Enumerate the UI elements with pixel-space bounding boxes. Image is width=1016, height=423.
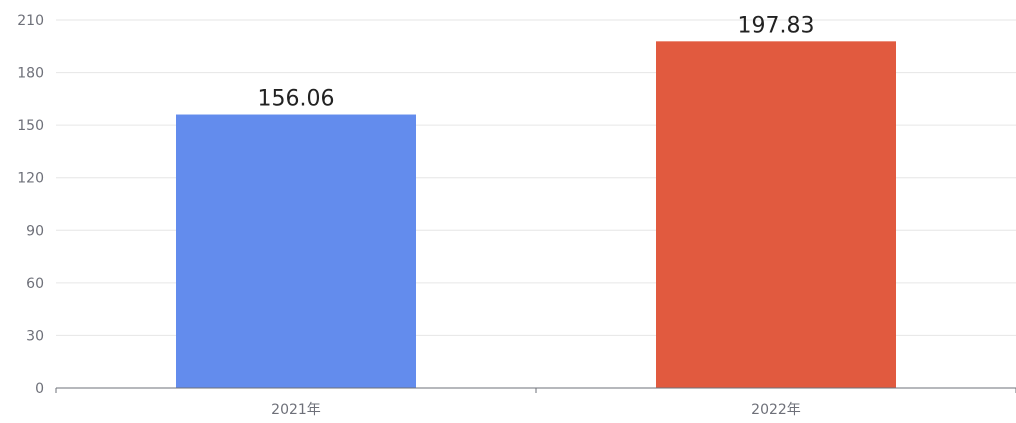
bar: [656, 41, 896, 388]
x-tick-label: 2022年: [751, 402, 801, 418]
x-axis: 2021年 2022年: [55, 387, 1016, 418]
y-tick-label: 0: [35, 381, 44, 397]
y-tick-label: 120: [17, 171, 44, 187]
bars: 156.06 197.83: [176, 13, 896, 388]
x-tick-label: 2021年: [271, 402, 321, 418]
y-tick-label: 150: [17, 118, 44, 134]
bar-data-label: 156.06: [258, 87, 335, 112]
y-axis: 0 30 60 90 120 150 180 210: [17, 13, 44, 397]
y-tick-label: 180: [17, 66, 44, 82]
y-tick-label: 30: [26, 328, 44, 344]
bar-data-label: 197.83: [738, 13, 815, 38]
y-tick-label: 90: [26, 223, 44, 239]
y-tick-label: 60: [26, 276, 44, 292]
bar: [176, 114, 416, 388]
y-tick-label: 210: [17, 13, 44, 29]
